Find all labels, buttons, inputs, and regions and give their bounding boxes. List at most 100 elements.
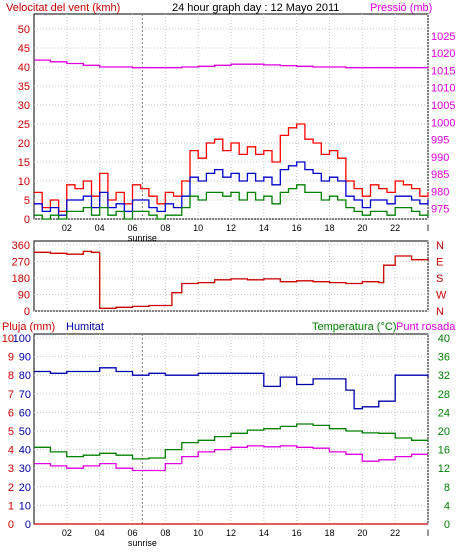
wind-axis-title: Velocitat del vent (kmh) — [6, 2, 120, 14]
temperature-tick-label: 32 — [438, 370, 450, 382]
hour-tick-label: 14 — [259, 528, 269, 538]
humidity-tick-label: 50 — [19, 426, 31, 438]
temperature-tick-label: 16 — [438, 445, 450, 457]
temperature-tick-label: 20 — [438, 426, 450, 438]
pressure-tick-label: 990 — [431, 152, 449, 164]
humidity-tick-label: 70 — [19, 389, 31, 401]
rain-tick-label: 1 — [8, 500, 14, 512]
pressure-tick-label: 1005 — [431, 100, 455, 112]
direction-tick-label: 180 — [12, 273, 30, 285]
gust-line — [34, 123, 429, 213]
rain-tick-label: 3 — [8, 463, 14, 475]
temperature-tick-label: 36 — [438, 352, 450, 364]
hour-tick-label: 02 — [62, 528, 72, 538]
average-line — [34, 161, 429, 216]
hour-tick-label: I — [427, 223, 430, 233]
pressure-tick-label: 1015 — [431, 65, 455, 77]
dew-line — [34, 445, 428, 472]
rain-tick-label: 8 — [8, 370, 14, 382]
rain-tick-label: 6 — [8, 407, 14, 419]
hour-tick-label: 02 — [62, 223, 72, 233]
rain-tick-label: 9 — [8, 352, 14, 364]
temperature-tick-label: 8 — [444, 482, 450, 494]
pressure-tick-label: 1020 — [431, 48, 455, 60]
humidity-tick-label: 90 — [19, 352, 31, 364]
hour-tick-label: 22 — [390, 528, 400, 538]
pressure-tick-label: 985 — [431, 169, 449, 181]
rain-axis-title: Pluja (mm) — [2, 321, 55, 333]
temperature-axis-title: Temperatura (°C) — [312, 321, 396, 333]
hour-tick-label: 10 — [193, 528, 203, 538]
pressure-tick-label: 1000 — [431, 117, 455, 129]
rain-tick-label: 0 — [8, 519, 14, 531]
pressure-line — [34, 59, 429, 69]
humidity-tick-label: 10 — [19, 500, 31, 512]
hour-tick-label: 20 — [357, 528, 367, 538]
humidity-tick-label: 60 — [19, 407, 31, 419]
pressure-tick-label: 980 — [431, 186, 449, 198]
wind-tick-label: 25 — [18, 119, 30, 131]
humidity-tick-label: 100 — [13, 333, 31, 345]
rain-tick-label: 4 — [8, 445, 14, 457]
rain-tick-label: 10 — [2, 333, 14, 345]
hour-tick-label: 08 — [160, 223, 170, 233]
humidity-tick-label: 40 — [19, 445, 31, 457]
wind-tick-label: 20 — [18, 138, 30, 150]
hour-tick-label: 16 — [292, 528, 302, 538]
rain-tick-label: 5 — [8, 426, 14, 438]
hour-tick-label: 18 — [324, 528, 334, 538]
wind-tick-label: 45 — [18, 43, 30, 55]
hour-tick-label: 08 — [160, 528, 170, 538]
pressure-tick-label: 1010 — [431, 83, 455, 95]
humidity-tick-label: 80 — [19, 370, 31, 382]
compass-label: W — [436, 290, 447, 302]
sunrise-label: sunrise — [128, 233, 157, 243]
sunrise-label: sunrise — [128, 538, 157, 548]
temperature-tick-label: 0 — [444, 519, 450, 531]
compass-label: E — [436, 257, 443, 269]
temperature-tick-label: 24 — [438, 407, 450, 419]
hour-tick-label: 18 — [324, 223, 334, 233]
hour-tick-label: 04 — [95, 223, 105, 233]
hour-tick-label: 06 — [127, 223, 137, 233]
compass-label: N — [436, 240, 444, 252]
direction-tick-label: 360 — [12, 240, 30, 252]
hour-tick-label: I — [427, 528, 430, 538]
wind-tick-label: 5 — [24, 195, 30, 207]
low-line — [34, 184, 429, 220]
humidity-tick-label: 30 — [19, 463, 31, 475]
wind-tick-label: 15 — [18, 157, 30, 169]
temperature-tick-label: 12 — [438, 463, 450, 475]
wind-tick-label: 30 — [18, 100, 30, 112]
wind-tick-label: 0 — [24, 214, 30, 226]
hour-tick-label: 12 — [226, 223, 236, 233]
temperature-line — [34, 423, 429, 460]
temperature-tick-label: 28 — [438, 389, 450, 401]
hour-tick-label: 22 — [390, 223, 400, 233]
wind-direction-chart: 0 N 90 W 180 S 270 E 360 N — [12, 240, 447, 318]
temperature-tick-label: 40 — [438, 333, 450, 345]
humidity-line — [34, 367, 429, 410]
hour-tick-label: 12 — [226, 528, 236, 538]
direction-tick-label: 270 — [12, 257, 30, 269]
rain-tick-label: 7 — [8, 389, 14, 401]
compass-label: N — [436, 306, 444, 318]
humidity-axis-title: Humitat — [66, 321, 104, 333]
pressure-tick-label: 975 — [431, 204, 449, 216]
hour-tick-label: 10 — [193, 223, 203, 233]
hour-tick-label: 06 — [127, 528, 137, 538]
wind-tick-label: 50 — [18, 24, 30, 36]
humidity-temperature-chart: 0 01 102 203 304 405 506 607 708 809 9010100048121… — [2, 333, 450, 548]
temperature-tick-label: 4 — [444, 500, 450, 512]
wind-tick-label: 35 — [18, 81, 30, 93]
direction-line — [34, 250, 429, 309]
direction-tick-label: 90 — [18, 290, 30, 302]
pressure-tick-label: 995 — [431, 135, 449, 147]
wind-tick-label: 40 — [18, 62, 30, 74]
compass-label: S — [436, 273, 443, 285]
hour-tick-label: 14 — [259, 223, 269, 233]
pressure-axis-title: Pressió (mb) — [370, 2, 432, 14]
hour-tick-label: 16 — [292, 223, 302, 233]
direction-tick-label: 0 — [24, 306, 30, 318]
